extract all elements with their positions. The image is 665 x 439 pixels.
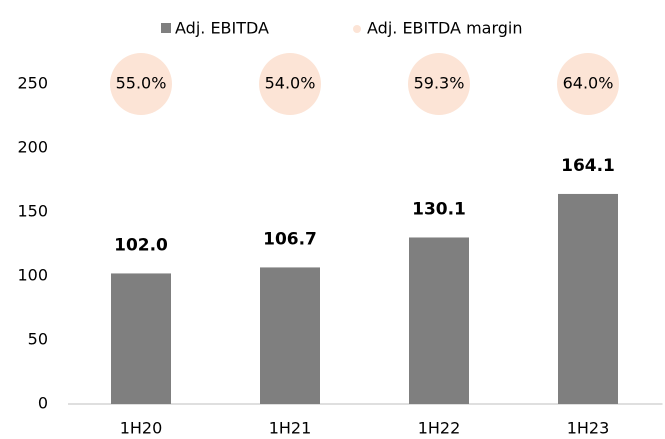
bar xyxy=(558,193,618,404)
x-tick-label: 1H20 xyxy=(120,419,163,438)
legend-label: Adj. EBITDA margin xyxy=(367,19,523,38)
margin-bubble xyxy=(408,53,470,115)
y-tick-label: 200 xyxy=(17,138,48,157)
y-tick-label: 50 xyxy=(28,330,48,349)
y-tick-label: 100 xyxy=(17,266,48,285)
legend-label: Adj. EBITDA xyxy=(175,19,269,38)
margin-label: 59.3% xyxy=(414,74,465,93)
bar xyxy=(260,267,320,404)
x-tick-label: 1H23 xyxy=(567,419,610,438)
x-tick-label: 1H22 xyxy=(418,419,461,438)
y-tick-label: 250 xyxy=(17,74,48,93)
margin-bubble xyxy=(259,53,321,115)
x-tick-label: 1H21 xyxy=(269,419,312,438)
value-label: 130.1 xyxy=(412,199,466,219)
y-tick-label: 150 xyxy=(17,202,48,221)
legend-swatch xyxy=(353,25,361,33)
bar xyxy=(409,237,469,404)
value-label: 164.1 xyxy=(561,156,615,176)
value-label: 106.7 xyxy=(263,229,317,249)
legend-swatch xyxy=(161,23,171,33)
margin-bubble xyxy=(110,53,172,115)
margin-bubble xyxy=(557,53,619,115)
bar xyxy=(111,273,171,404)
margin-label: 64.0% xyxy=(563,74,614,93)
margin-label: 54.0% xyxy=(265,74,316,93)
value-label: 102.0 xyxy=(114,235,168,255)
margin-label: 55.0% xyxy=(116,74,167,93)
y-tick-label: 0 xyxy=(38,394,48,413)
